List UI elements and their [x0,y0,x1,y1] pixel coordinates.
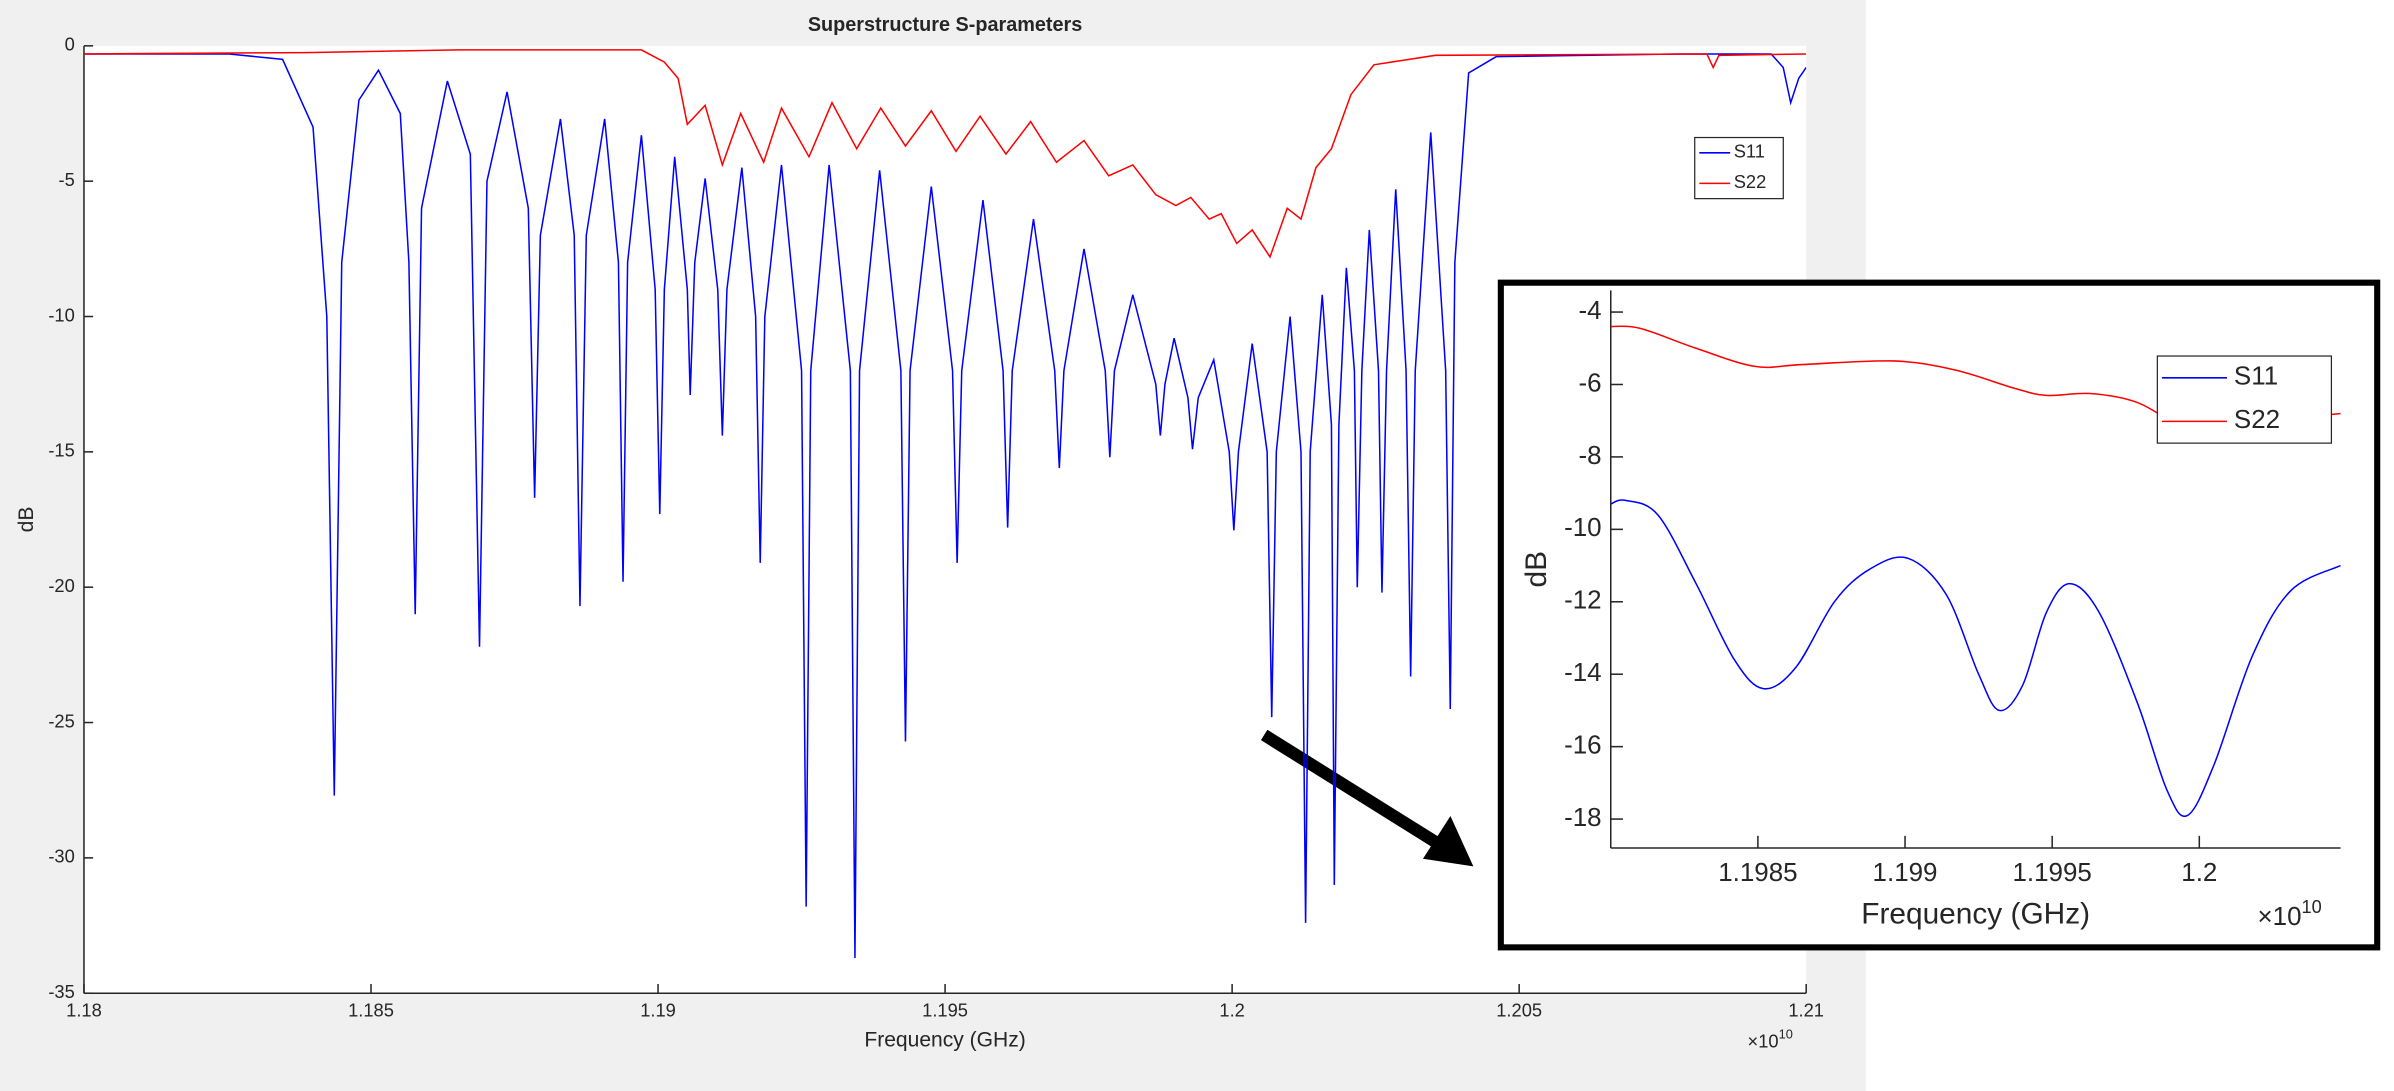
y-tick-label: -16 [1564,729,1602,759]
x-axis-label: Frequency (GHz) [1861,897,2090,930]
x-tick-label: 1.205 [1496,999,1542,1020]
y-tick-label: -5 [59,169,75,190]
y-axis-label: dB [1520,551,1553,588]
legend-label: S22 [2234,404,2280,434]
x-tick-label: 1.18 [66,999,102,1020]
x-tick-label: 1.1995 [2012,857,2091,887]
y-tick-label: -14 [1564,657,1602,687]
x-multiplier-base: ×10 [1748,1031,1779,1052]
x-tick-label: 1.21 [1788,999,1824,1020]
y-axis-label: dB [15,507,38,533]
y-tick-label: -10 [1564,512,1602,542]
x-axis-label: Frequency (GHz) [864,1028,1025,1051]
x-multiplier: ×1010 [1748,1027,1793,1052]
legend-label: S11 [1734,141,1765,162]
legend-label: S22 [1734,171,1767,192]
zoom-arrow [1260,729,1447,852]
y-tick-label: -4 [1579,295,1602,325]
x-tick-label: 1.195 [922,999,968,1020]
x-tick-label: 1.185 [348,999,394,1020]
legend-label: S11 [2234,361,2278,391]
x-tick-label: 1.199 [1873,857,1938,887]
series-line [83,53,1807,959]
y-tick-label: -30 [48,846,74,867]
x-tick-label: 1.2 [2181,857,2217,887]
y-tick-label: -10 [48,304,74,325]
y-tick-label: -6 [1579,367,1602,397]
x-multiplier-power: 10 [1779,1027,1793,1042]
x-multiplier-base: ×10 [2258,901,2302,931]
legend-box [2156,355,2333,444]
chart-title: Superstructure S-parameters [808,14,1082,36]
x-tick-label: 1.19 [640,999,676,1020]
x-multiplier: ×1010 [2258,897,2322,931]
y-tick-label: -8 [1579,440,1602,470]
series-line [83,49,1807,259]
legend-box [1694,136,1784,200]
x-tick-label: 1.2 [1219,999,1244,1020]
y-tick-label: -35 [48,981,74,1002]
zoom-arrow-head [1422,815,1474,867]
y-tick-label: -12 [1564,585,1602,615]
y-tick-label: -25 [48,710,74,731]
y-tick-label: -15 [48,440,74,461]
x-tick-label: 1.1985 [1718,857,1797,887]
y-tick-label: 0 [65,34,75,55]
series-line [1610,499,2341,818]
x-multiplier-power: 10 [2302,897,2322,917]
y-tick-label: -20 [48,575,74,596]
y-tick-label: -18 [1564,802,1602,832]
